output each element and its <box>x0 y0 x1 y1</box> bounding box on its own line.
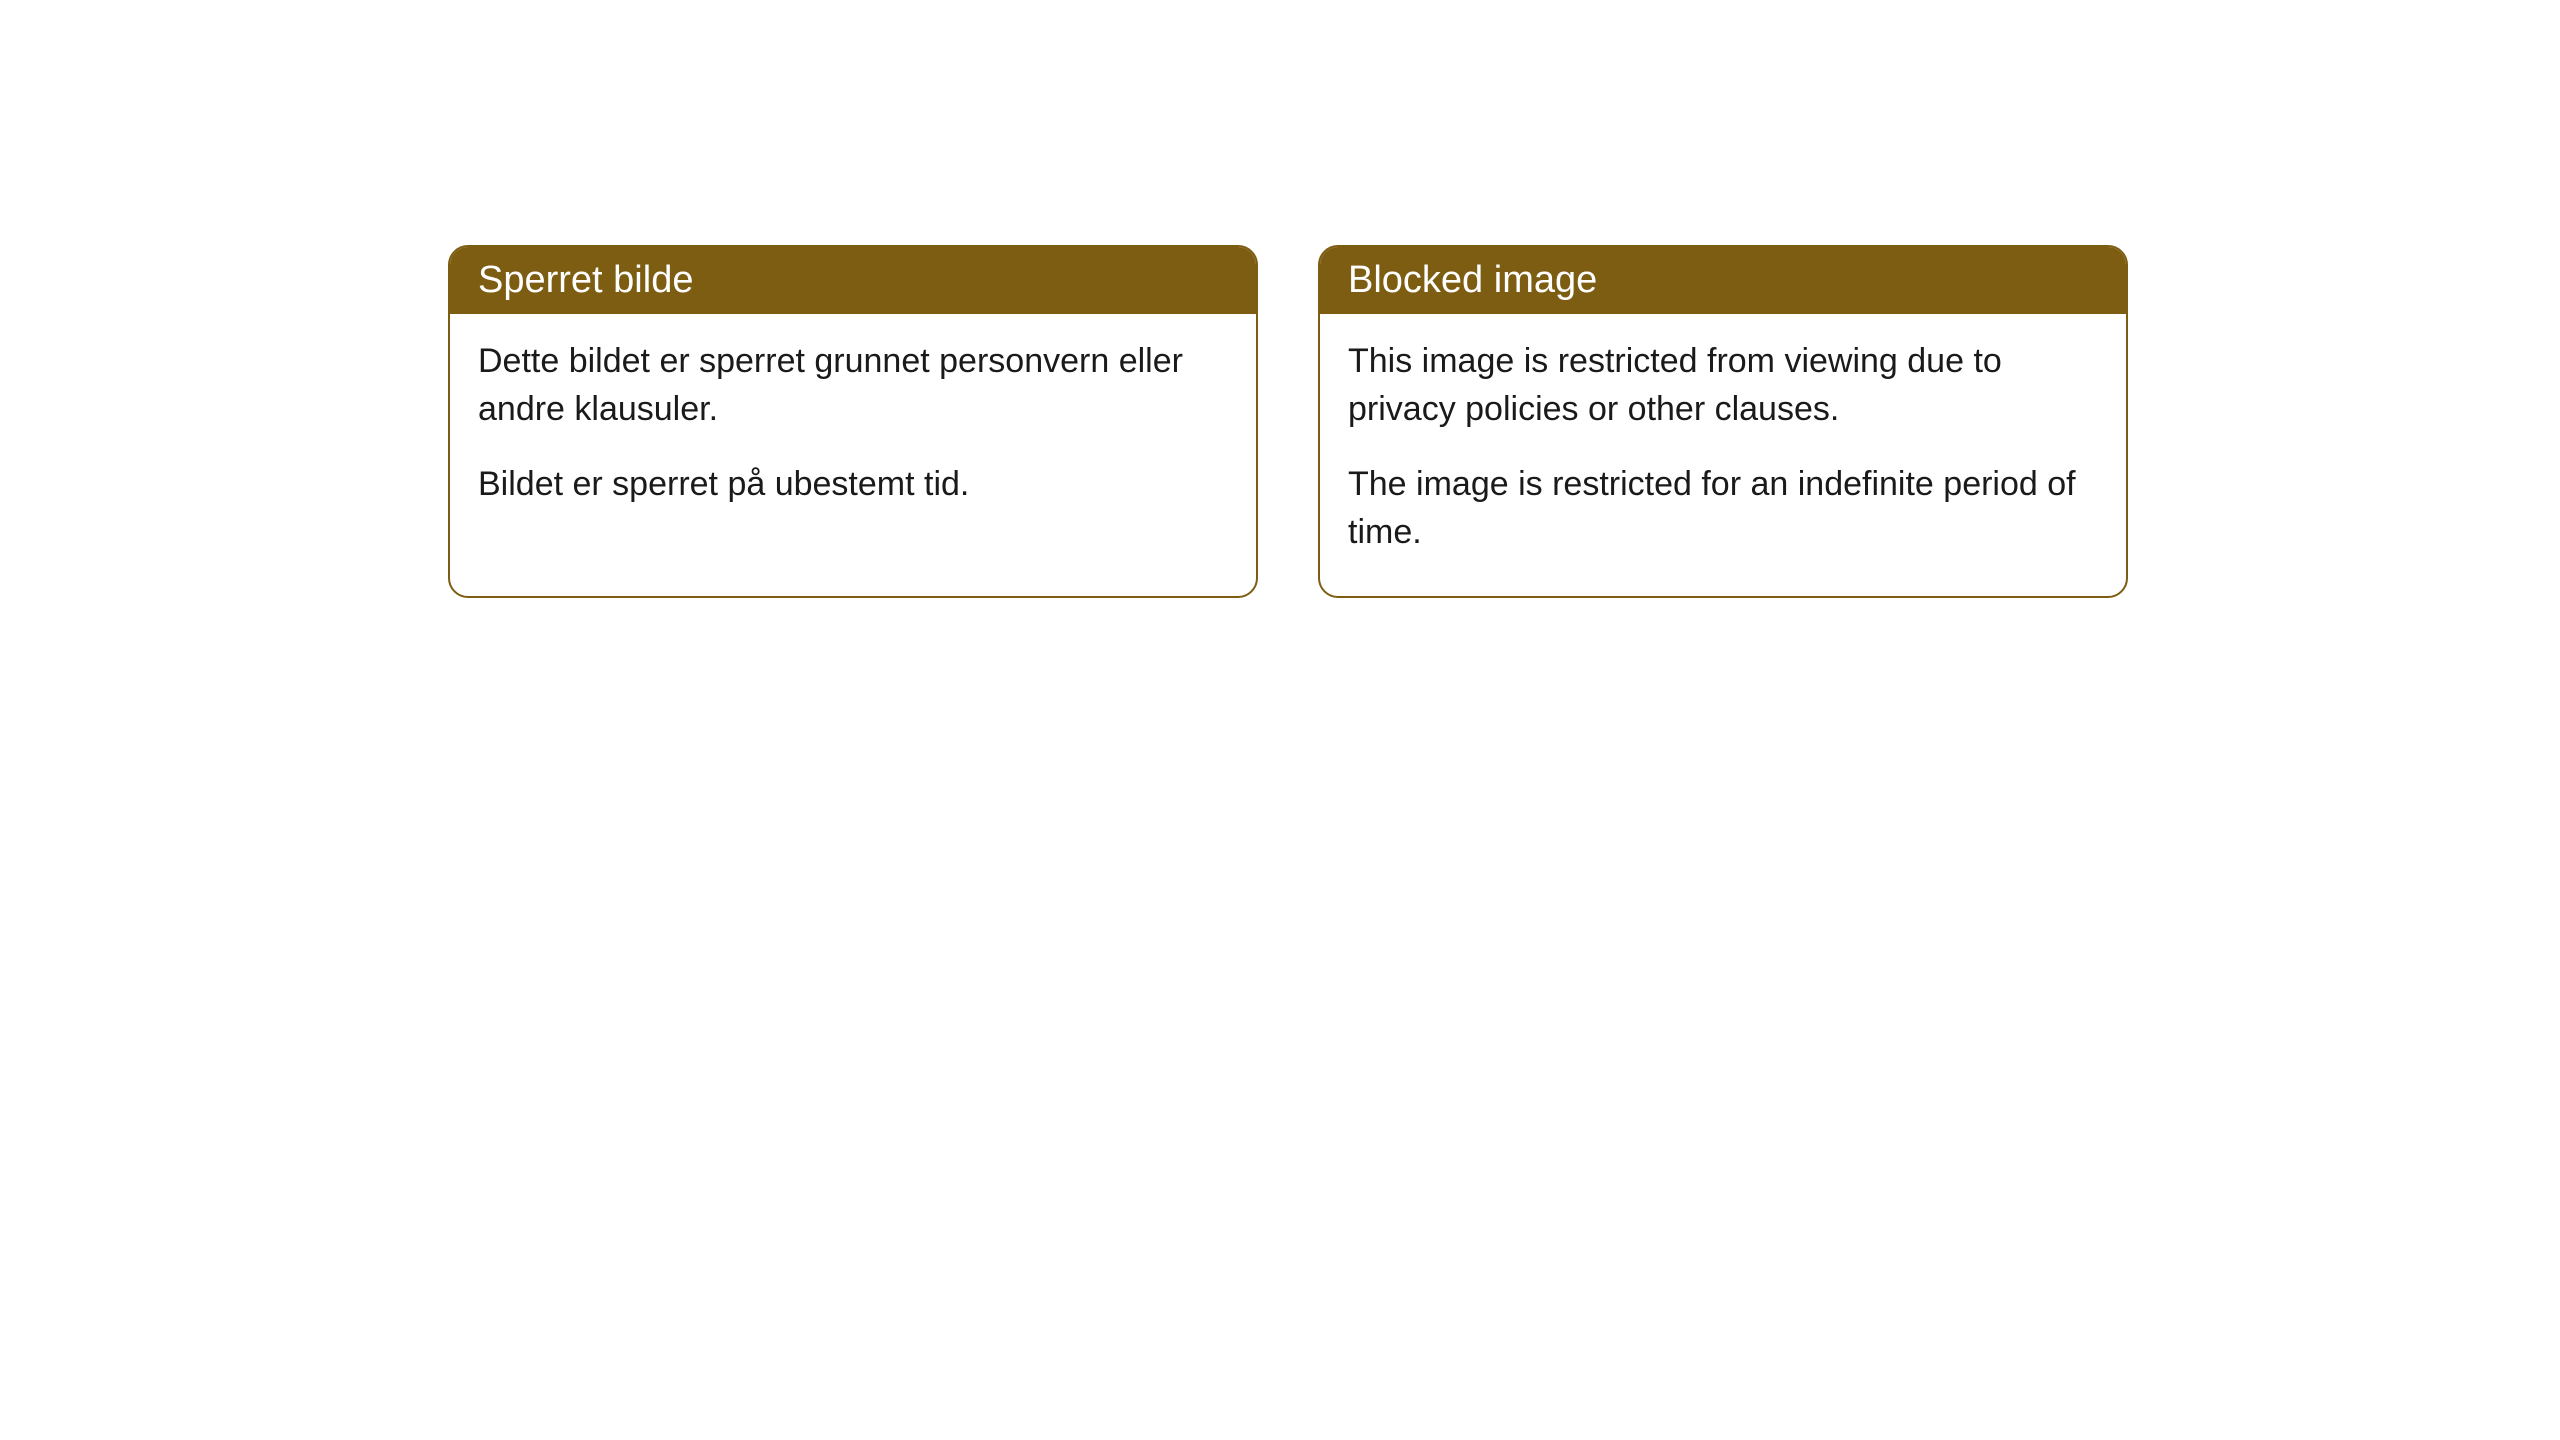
card-paragraph: Dette bildet er sperret grunnet personve… <box>478 338 1228 433</box>
card-paragraph: Bildet er sperret på ubestemt tid. <box>478 461 1228 509</box>
card-header: Sperret bilde <box>450 247 1256 314</box>
notice-card-norwegian: Sperret bilde Dette bildet er sperret gr… <box>448 245 1258 598</box>
card-header: Blocked image <box>1320 247 2126 314</box>
card-title: Sperret bilde <box>478 259 693 301</box>
card-title: Blocked image <box>1348 259 1597 301</box>
card-paragraph: The image is restricted for an indefinit… <box>1348 461 2098 556</box>
card-paragraph: This image is restricted from viewing du… <box>1348 338 2098 433</box>
card-body: Dette bildet er sperret grunnet personve… <box>450 314 1256 549</box>
card-body: This image is restricted from viewing du… <box>1320 314 2126 596</box>
notice-container: Sperret bilde Dette bildet er sperret gr… <box>448 245 2128 598</box>
notice-card-english: Blocked image This image is restricted f… <box>1318 245 2128 598</box>
